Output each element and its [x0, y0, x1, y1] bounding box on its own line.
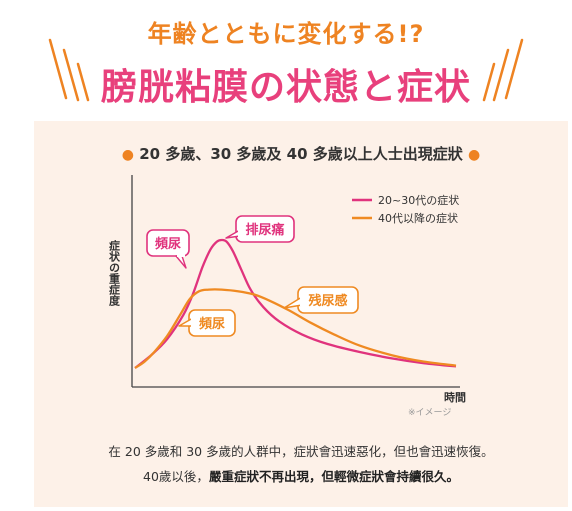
- bullet-left-icon: ●: [121, 147, 134, 163]
- callout-pink-painful-urination: 排尿痛: [225, 215, 295, 243]
- panel-title-text: 20 多歲、30 多歲及 40 多歲以上人士出現症狀: [139, 145, 463, 163]
- header-title: 膀胱粘膜の状態と症状: [100, 67, 471, 108]
- y-axis-label: 症状の重症度: [108, 239, 121, 307]
- x-axis-label: 時間: [444, 390, 466, 404]
- header: 年齢とともに変化する!? 膀胱粘膜の状態と症状: [0, 0, 572, 120]
- deco-line-right-3: [482, 62, 496, 102]
- deco-line-left-3: [76, 62, 90, 102]
- series-line-40s: [134, 288, 457, 369]
- legend-label-40s: 40代以降の症状: [378, 211, 458, 225]
- series-line-20-30s: [134, 238, 457, 369]
- caption-line-2: 40歲以後，嚴重症狀不再出現，但輕微症狀會持續很久。: [34, 466, 568, 485]
- caption-line-1: 在 20 多歲和 30 多歲的人群中，症狀會迅速惡化，但也會迅速恢復。: [108, 444, 494, 459]
- callout-orange-label-1: 頻尿: [199, 316, 225, 332]
- callout-orange-residual-urine: 残尿感: [283, 286, 359, 314]
- deco-line-left-2: [62, 48, 80, 102]
- callout-pink-label-1: 頻尿: [155, 236, 181, 252]
- callout-orange-frequent-urination: 頻尿: [178, 309, 236, 337]
- bullet-right-icon: ●: [467, 147, 481, 163]
- image-note: ※イメージ: [408, 408, 451, 418]
- caption-line-2-bold: 嚴重症狀不再出現，但輕微症狀會持續很久。: [208, 469, 459, 484]
- header-decoration: [48, 38, 524, 102]
- header-subtitle: 年齢とともに変化する!?: [147, 20, 425, 48]
- deco-line-right-2: [492, 48, 510, 102]
- callout-pink-frequent-urination: 頻尿: [146, 229, 190, 269]
- caption-line-2-prefix: 40歲以後，: [143, 469, 209, 484]
- legend-label-20-30s: 20~30代の症状: [378, 193, 459, 207]
- chart-panel: [34, 121, 568, 507]
- callout-orange-label-2: 残尿感: [308, 293, 347, 309]
- callout-pink-label-2: 排尿痛: [245, 222, 284, 238]
- panel-title: ● 20 多歲、30 多歲及 40 多歲以上人士出現症狀 ●: [34, 143, 568, 164]
- deco-line-left-1: [48, 38, 68, 100]
- deco-line-right-1: [504, 38, 524, 100]
